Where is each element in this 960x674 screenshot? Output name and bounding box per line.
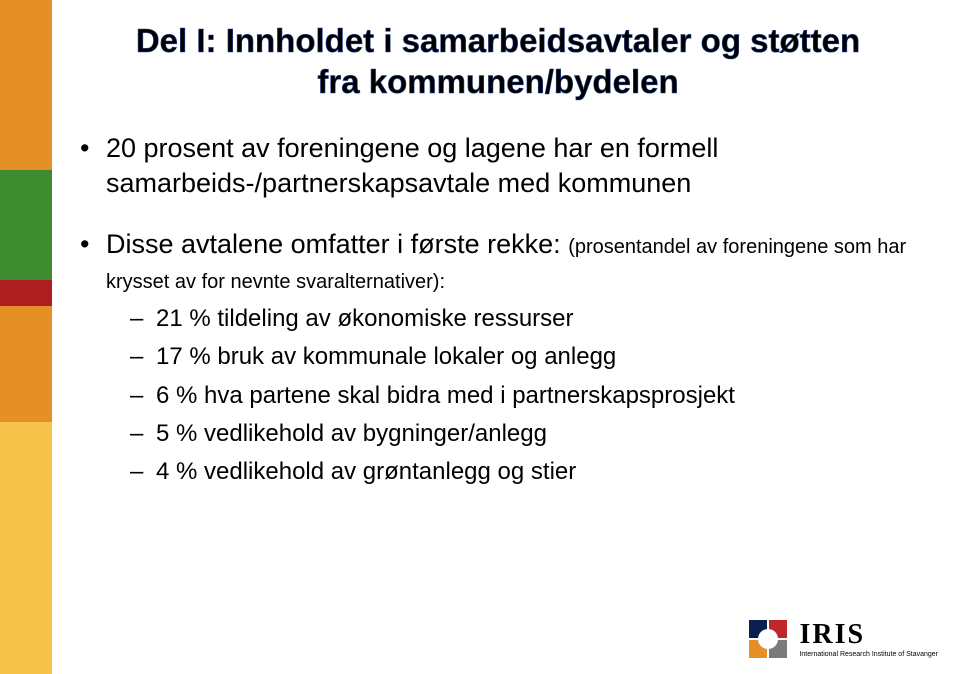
logo-name: IRIS bbox=[799, 621, 865, 649]
logo-area: IRIS International Research Institute of… bbox=[747, 618, 938, 660]
bullet-2-text: Disse avtalene omfatter i første rekke: bbox=[106, 229, 561, 259]
logo-subtitle: International Research Institute of Stav… bbox=[799, 651, 938, 658]
sidebar-band bbox=[0, 306, 52, 422]
bullet-item-2: Disse avtalene omfatter i første rekke: … bbox=[76, 227, 920, 489]
slide: Del I: Innholdet i samarbeidsavtaler og … bbox=[0, 0, 960, 674]
sub-bullet-5-text: 4 % vedlikehold av grøntanlegg og stier bbox=[156, 458, 576, 485]
bullet-item-1: 20 prosent av foreningene og lagene har … bbox=[76, 131, 920, 201]
sub-bullet-5: 4 % vedlikehold av grøntanlegg og stier bbox=[130, 456, 920, 488]
bullet-list: 20 prosent av foreningene og lagene har … bbox=[76, 131, 920, 489]
iris-logo-icon bbox=[747, 618, 789, 660]
bullet-1-text: 20 prosent av foreningene og lagene har … bbox=[106, 133, 718, 198]
slide-title: Del I: Innholdet i samarbeidsavtaler og … bbox=[76, 20, 920, 103]
sub-bullet-4-text: 5 % vedlikehold av bygninger/anlegg bbox=[156, 420, 547, 447]
sub-bullet-2: 17 % bruk av kommunale lokaler og anlegg bbox=[130, 341, 920, 373]
sub-bullet-list: 21 % tildeling av økonomiske ressurser 1… bbox=[106, 303, 920, 489]
sidebar-band bbox=[0, 280, 52, 306]
sidebar-band bbox=[0, 0, 52, 170]
sub-bullet-1: 21 % tildeling av økonomiske ressurser bbox=[130, 303, 920, 335]
slide-content: Del I: Innholdet i samarbeidsavtaler og … bbox=[52, 0, 960, 674]
title-line-1: Del I: Innholdet i samarbeidsavtaler og … bbox=[136, 22, 860, 59]
sub-bullet-4: 5 % vedlikehold av bygninger/anlegg bbox=[130, 418, 920, 450]
sub-bullet-3-text: 6 % hva partene skal bidra med i partner… bbox=[156, 382, 735, 409]
sub-bullet-1-text: 21 % tildeling av økonomiske ressurser bbox=[156, 305, 574, 332]
title-line-2: fra kommunen/bydelen bbox=[317, 63, 678, 100]
sidebar-band bbox=[0, 422, 52, 674]
sidebar-band bbox=[0, 170, 52, 280]
sidebar-color-bands bbox=[0, 0, 52, 674]
sub-bullet-2-text: 17 % bruk av kommunale lokaler og anlegg bbox=[156, 343, 616, 370]
logo-text: IRIS International Research Institute of… bbox=[799, 621, 938, 658]
sub-bullet-3: 6 % hva partene skal bidra med i partner… bbox=[130, 380, 920, 412]
